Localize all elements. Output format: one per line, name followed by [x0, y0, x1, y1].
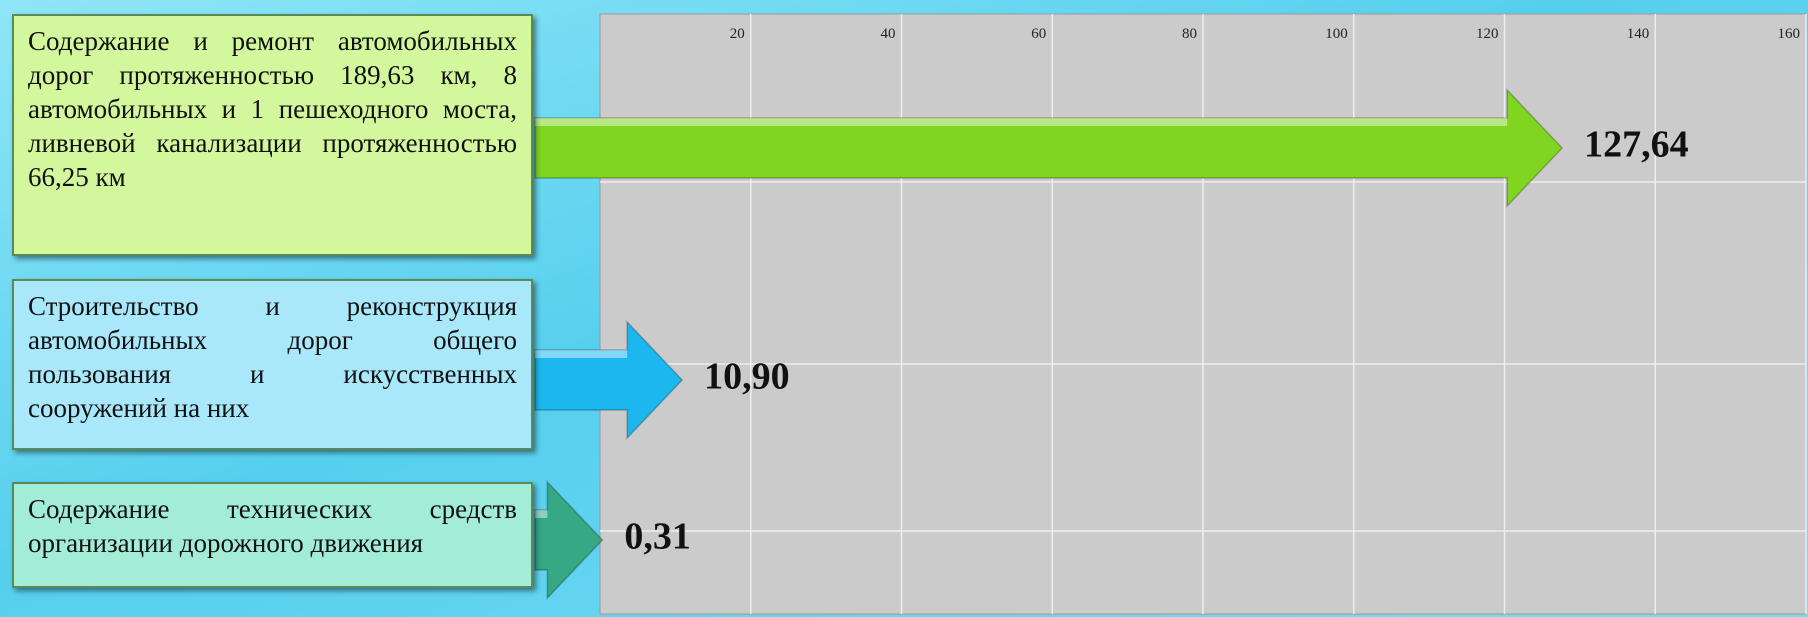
x-tick-label: 140 — [1627, 26, 1650, 42]
value-label: 10,90 — [704, 356, 790, 398]
value-label: 0,31 — [624, 516, 691, 558]
x-tick-label: 80 — [1182, 26, 1197, 42]
value-label: 127,64 — [1584, 124, 1689, 166]
x-tick-label: 20 — [730, 26, 745, 42]
x-tick-label: 120 — [1476, 26, 1499, 42]
x-tick-label: 40 — [881, 26, 896, 42]
x-tick-label: 160 — [1778, 26, 1801, 42]
category-box: Строительство и реконструкция автомобиль… — [12, 279, 533, 450]
x-tick-label: 60 — [1031, 26, 1046, 42]
category-box: Содержание и ремонт автомобильных дорог … — [12, 14, 533, 256]
arrow-bar — [534, 88, 1564, 208]
category-box: Содержание технических средств организац… — [12, 482, 533, 588]
arrow-bar — [534, 320, 684, 440]
x-tick-label: 100 — [1325, 26, 1348, 42]
arrow-bar — [534, 480, 604, 600]
